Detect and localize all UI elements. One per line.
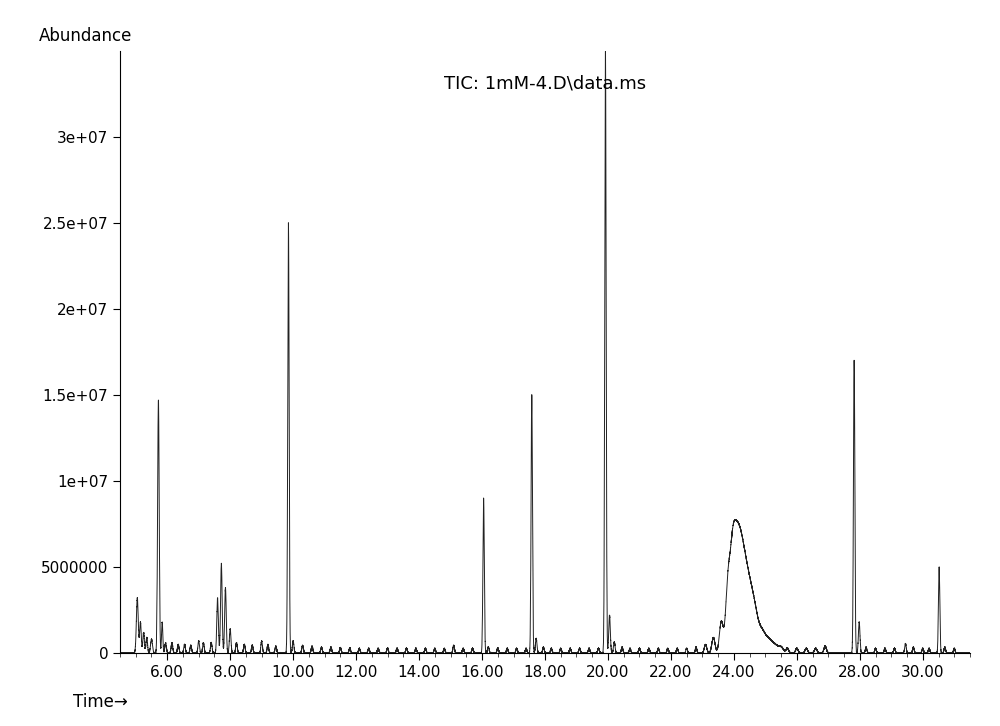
Text: TIC: 1mM-4.D\data.ms: TIC: 1mM-4.D\data.ms: [444, 75, 646, 93]
Text: Abundance: Abundance: [39, 27, 133, 45]
Text: Time→: Time→: [73, 693, 128, 711]
